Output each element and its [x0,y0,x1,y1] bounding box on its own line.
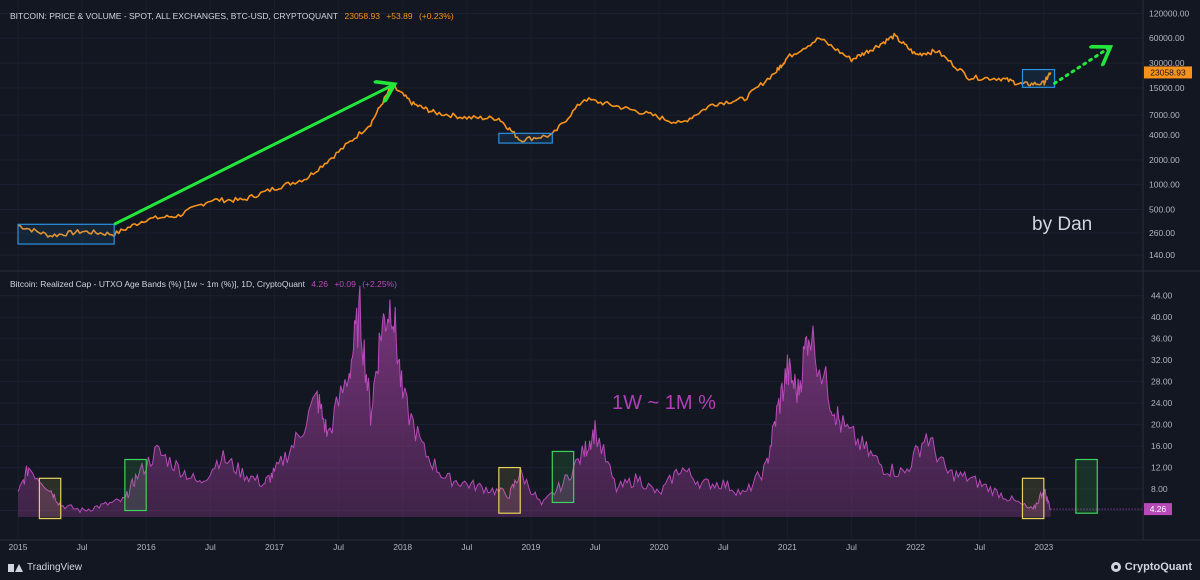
tradingview-logo-icon [8,563,23,572]
cryptoquant-brand[interactable]: CryptoQuant [1110,561,1192,573]
price-highlight-box[interactable] [498,132,553,144]
price-y-tick: 60000.00 [1149,33,1185,43]
time-x-tick: 2017 [265,542,284,552]
time-x-tick: 2022 [906,542,925,552]
time-x-tick: Jul [718,542,729,552]
price-last-label: 23058.93 [1150,67,1186,77]
time-x-tick: 2018 [393,542,412,552]
band-highlight-box[interactable] [498,466,521,514]
band-y-axis[interactable]: 44.00 40.00 36.00 32.00 28.00 24.00 20.00 16.00… [1144,291,1173,516]
time-x-tick: 2023 [1034,542,1053,552]
price-y-tick: 120000.00 [1149,8,1189,18]
price-highlight-box[interactable] [1021,68,1056,88]
time-x-tick: Jul [77,542,88,552]
time-x-tick: Jul [590,542,601,552]
price-y-tick: 7000.00 [1149,110,1180,120]
price-y-tick: 260.00 [1149,228,1175,238]
band-y-tick: 28.00 [1151,377,1173,387]
band-y-tick: 12.00 [1151,463,1173,473]
time-x-tick: Jul [846,542,857,552]
price-y-tick: 2000.00 [1149,155,1180,165]
price-legend-change-pct: (+0.23%) [418,11,454,21]
time-x-tick: Jul [333,542,344,552]
cryptoquant-logo-icon [1110,562,1121,572]
author-annotation: by Dan [1032,214,1092,235]
price-y-tick: 500.00 [1149,204,1175,214]
cryptoquant-label: CryptoQuant [1124,561,1192,573]
price-pane[interactable] [17,32,1108,245]
price-legend-last: 23058.93 [344,11,380,21]
price-y-tick: 15000.00 [1149,83,1185,93]
band-highlight-box[interactable] [38,477,62,520]
tradingview-label: TradingView [27,562,83,573]
band-projection-box[interactable] [1075,458,1098,514]
band-projection-box[interactable] [124,458,147,512]
band-y-tick: 44.00 [1151,291,1173,301]
band-y-tick: 8.00 [1151,484,1168,494]
band-last-label: 4.26 [1150,504,1167,514]
band-projection-box[interactable] [551,450,575,504]
price-y-tick: 1000.00 [1149,180,1180,190]
price-legend-change: +53.89 [386,11,413,21]
price-legend[interactable]: BITCOIN: PRICE & VOLUME - SPOT, ALL EXCH… [10,11,458,21]
time-x-tick: Jul [974,542,985,552]
band-y-tick: 16.00 [1151,441,1173,451]
time-x-axis[interactable]: 2015 Jul 2016 Jul 2017 Jul 2018 Jul 2019 Jul 2020 J… [9,542,1054,552]
time-x-tick: 2020 [650,542,669,552]
time-x-tick: 2019 [521,542,540,552]
band-y-tick: 40.00 [1151,312,1173,322]
band-y-tick: 20.00 [1151,420,1173,430]
band-highlight-box[interactable] [1021,477,1045,520]
price-y-tick: 140.00 [1149,250,1175,260]
band-last-badge [1144,503,1172,516]
price-highlight-box[interactable] [17,223,115,245]
band-legend-last: 4.26 [311,279,328,289]
price-y-tick: 30000.00 [1149,58,1185,68]
footer-bar: TradingView CryptoQuant [0,558,1200,580]
band-annotation: 1W ~ 1M % [612,392,716,414]
price-y-axis[interactable]: 120000.00 60000.00 30000.00 15000.00 7000.00… [1144,8,1192,260]
price-y-tick: 4000.00 [1149,130,1180,140]
band-y-tick: 32.00 [1151,355,1173,365]
tradingview-brand[interactable]: TradingView [8,562,82,573]
time-x-tick: 2021 [778,542,797,552]
band-series-area[interactable] [18,285,1051,517]
band-legend-title: Bitcoin: Realized Cap - UTXO Age Bands (… [10,279,306,289]
band-y-tick: 24.00 [1151,398,1173,408]
band-y-tick: 36.00 [1151,334,1173,344]
band-legend[interactable]: Bitcoin: Realized Cap - UTXO Age Bands (… [10,279,401,289]
price-legend-title: BITCOIN: PRICE & VOLUME - SPOT, ALL EXCH… [10,11,339,21]
time-x-tick: Jul [461,542,472,552]
time-x-tick: 2016 [137,542,156,552]
time-x-tick: 2015 [9,542,28,552]
band-pane[interactable] [17,285,1143,520]
trend-arrow[interactable] [113,86,392,226]
time-x-tick: Jul [205,542,216,552]
price-series-line[interactable] [17,32,1052,238]
price-last-badge [1144,66,1192,79]
band-legend-change: +0.09 [334,279,356,289]
band-legend-change-pct: (+2.25%) [362,279,397,289]
